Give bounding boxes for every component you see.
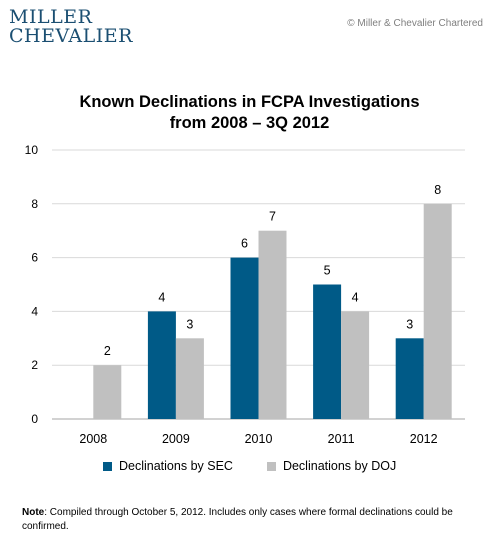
footnote-label: Note (22, 507, 45, 518)
data-label: 3 (186, 317, 193, 331)
y-tick-label: 10 (25, 143, 39, 157)
y-tick-label: 8 (31, 197, 38, 211)
data-label: 2 (104, 344, 111, 358)
data-label: 4 (352, 290, 359, 304)
x-tick-label: 2010 (245, 432, 273, 446)
legend-swatch-doj (266, 461, 276, 471)
x-tick-label: 2012 (410, 432, 438, 446)
y-tick-label: 2 (31, 358, 38, 372)
legend-item-doj: Declinations by DOJ (266, 459, 397, 473)
chart-title-line-1: Known Declinations in FCPA Investigation… (79, 93, 420, 111)
y-axis: 0 2 4 6 8 10 (25, 143, 39, 426)
chart-title-line-2: from 2008 – 3Q 2012 (169, 114, 330, 132)
data-label: 7 (269, 210, 276, 224)
bar-doj-2008 (93, 365, 122, 419)
chart-legend: Declinations by SEC Declinations by DOJ (103, 459, 396, 473)
data-label: 5 (324, 264, 331, 278)
data-label: 4 (158, 290, 165, 304)
bar-sec-2012 (395, 338, 424, 419)
legend-label-sec: Declinations by SEC (119, 459, 233, 473)
bar-doj-2009 (175, 338, 204, 419)
data-label: 3 (406, 317, 413, 331)
bar-sec-2009 (147, 311, 176, 419)
legend-label-doj: Declinations by DOJ (282, 459, 397, 473)
copyright-notice: © Miller & Chevalier Chartered (347, 18, 483, 29)
data-labels: 2 4 3 6 7 5 4 3 8 (104, 183, 441, 358)
bar-doj-2010 (258, 230, 287, 419)
y-tick-label: 0 (31, 412, 38, 426)
y-tick-label: 6 (31, 251, 38, 265)
x-tick-label: 2008 (79, 432, 107, 446)
footnote-text: : Compiled through October 5, 2012. Incl… (22, 507, 453, 532)
x-tick-label: 2011 (328, 432, 355, 446)
logo-line-2: CHEVALIER (9, 25, 133, 47)
footnote: Note: Compiled through October 5, 2012. … (22, 506, 478, 534)
company-logo: MILLER CHEVALIER (9, 8, 133, 46)
y-tick-label: 4 (31, 304, 38, 318)
bars (93, 203, 452, 419)
bar-sec-2011 (313, 284, 342, 419)
x-tick-label: 2009 (162, 432, 190, 446)
bar-doj-2012 (423, 203, 452, 419)
bar-sec-2010 (230, 257, 259, 419)
data-label: 6 (241, 237, 248, 251)
legend-swatch-sec (103, 461, 112, 471)
x-axis: 2008 2009 2010 2011 2012 (79, 432, 437, 446)
data-label: 8 (434, 183, 441, 197)
logo-line-1: MILLER (9, 6, 93, 28)
chart-title: Known Declinations in FCPA Investigation… (0, 92, 499, 134)
legend-item-sec: Declinations by SEC (103, 459, 233, 473)
bar-doj-2011 (341, 311, 370, 419)
